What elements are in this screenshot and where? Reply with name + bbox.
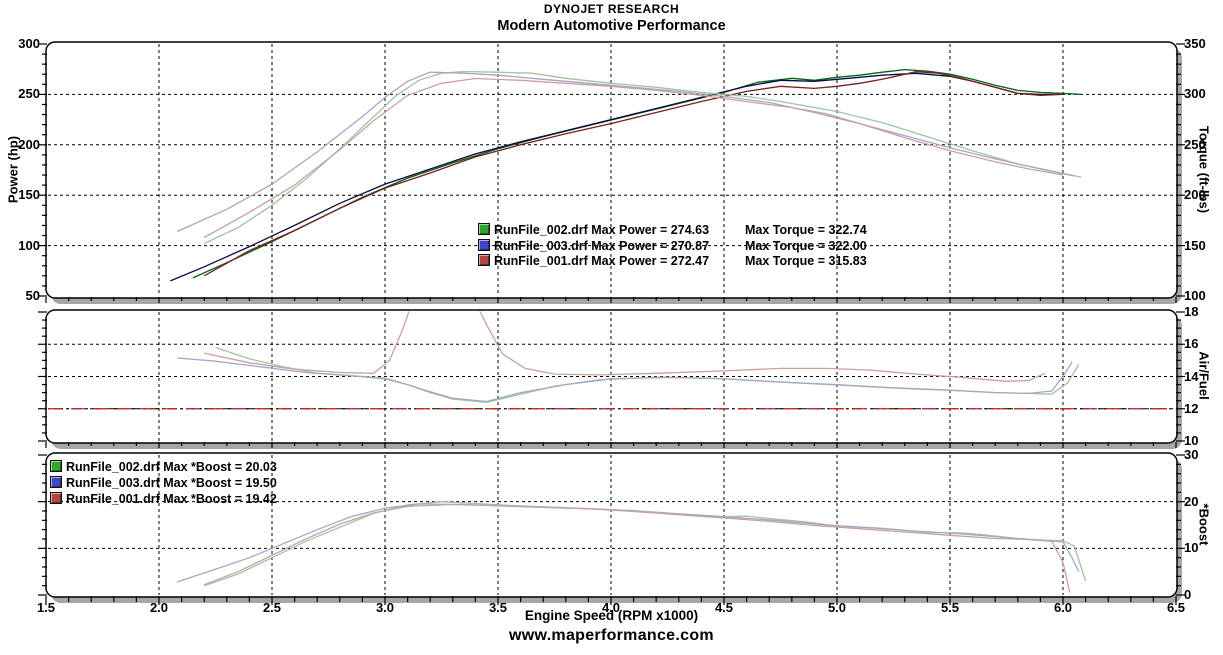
page-subtitle: Modern Automotive Performance — [497, 18, 726, 34]
series-runfile-001-torque — [203, 77, 1064, 239]
legend-boost-text: RunFile_002.drf Max *Boost = 20.03 — [66, 460, 277, 474]
legend-boost-text: RunFile_003.drf Max *Boost = 19.50 — [66, 476, 277, 490]
series-runfile-001-power — [203, 71, 1064, 277]
rpm-tick-label: 2.5 — [262, 600, 282, 615]
boost-tick-label: 0 — [1184, 587, 1192, 602]
rpm-tick-label: 2.0 — [149, 600, 169, 615]
rpm-tick-label: 3.5 — [488, 600, 508, 615]
footer-website: www.maperformance.com — [509, 627, 714, 644]
power-tick-label: 50 — [25, 288, 40, 303]
legend-torque-text: Max Torque = 322.00 — [745, 238, 867, 253]
runfile-002-swatch-icon — [50, 460, 62, 472]
torque-tick-label: 350 — [1184, 36, 1206, 51]
rpm-tick-label: 3.0 — [375, 600, 395, 615]
airfuel-tick-label: 18 — [1184, 304, 1199, 319]
legend-row-runfile-002: RunFile_002.drf Max *Boost = 20.03 — [50, 459, 277, 475]
airfuel-tick-label: 10 — [1184, 433, 1199, 448]
legend-torque-text: Max Torque = 315.83 — [745, 254, 867, 269]
series-runfile-002-torque — [203, 70, 1082, 245]
legend-row-runfile-001: RunFile_001.drf Max Power = 272.47 Max To… — [478, 254, 867, 270]
series-runfile-001-airfuel — [204, 311, 1046, 382]
torque-tick-label: 100 — [1184, 288, 1206, 303]
rpm-tick-label: 4.0 — [601, 600, 621, 615]
power-torque-legend: RunFile_002.drf Max Power = 274.63 Max To… — [478, 223, 867, 270]
runfile-003-swatch-icon — [478, 238, 490, 251]
power-tick-label: 150 — [18, 187, 40, 203]
power-tick-label: 250 — [18, 86, 40, 102]
series-runfile-001-boost — [203, 503, 1071, 593]
airfuel-axis-title: Air/Fuel — [1196, 351, 1212, 400]
runfile-001-swatch-icon — [478, 254, 490, 267]
series-runfile-003-torque — [176, 71, 1075, 233]
airfuel-tick-label: 12 — [1184, 400, 1199, 416]
page-title: DYNOJET RESEARCH — [543, 2, 680, 16]
legend-boost-text: RunFile_001.drf Max *Boost = 19.42 — [66, 492, 277, 506]
legend-row-runfile-003: RunFile_003.drf Max *Boost = 19.50 — [50, 475, 277, 491]
torque-tick-label: 200 — [1184, 187, 1206, 203]
rpm-tick-label: 6.5 — [1166, 600, 1186, 615]
torque-tick-label: 300 — [1184, 86, 1206, 102]
legend-torque-text: Max Torque = 322.74 — [745, 223, 867, 237]
boost-axis-title: *Boost — [1196, 503, 1212, 546]
legend-power-text: RunFile_003.drf Max Power = 270.87 — [494, 238, 710, 253]
power-tick-label: 200 — [18, 136, 40, 152]
rpm-tick-label: 4.5 — [714, 600, 734, 615]
torque-axis-title: Torque (ft-lbs) — [1196, 125, 1212, 214]
power-torque-panel — [38, 41, 1185, 304]
torque-tick-label: 150 — [1184, 237, 1206, 253]
rpm-tick-label: 6.0 — [1053, 600, 1073, 615]
legend-power-text: RunFile_002.drf Max Power = 274.63 — [494, 223, 710, 237]
runfile-001-swatch-icon — [50, 492, 62, 504]
power-tick-label: 100 — [18, 237, 40, 253]
boost-tick-label: 30 — [1184, 447, 1199, 462]
air-fuel-panel — [38, 309, 1185, 449]
legend-power-text: RunFile_001.drf Max Power = 272.47 — [494, 254, 710, 269]
airfuel-tick-label: 16 — [1184, 336, 1199, 352]
legend-row-runfile-003: RunFile_003.drf Max Power = 270.87 Max To… — [478, 238, 867, 255]
series-runfile-003-airfuel — [177, 357, 1073, 403]
rpm-tick-label: 1.5 — [36, 600, 56, 615]
x-axis-title: Engine Speed (RPM x1000) — [524, 608, 699, 623]
torque-tick-label: 250 — [1184, 136, 1206, 152]
airfuel-tick-label: 14 — [1184, 368, 1199, 384]
legend-row-runfile-001: RunFile_001.drf Max *Boost = 19.42 — [50, 491, 277, 507]
runfile-003-swatch-icon — [50, 476, 62, 488]
rpm-tick-label: 5.5 — [940, 600, 960, 615]
boost-panel — [38, 452, 1185, 605]
boost-legend: RunFile_002.drf Max *Boost = 20.03 RunFi… — [50, 459, 277, 507]
boost-tick-label: 20 — [1184, 493, 1199, 509]
power-tick-label: 300 — [18, 36, 40, 51]
boost-tick-label: 10 — [1184, 540, 1199, 556]
power-axis-title: Power (hp) — [5, 135, 21, 204]
legend-row-runfile-002: RunFile_002.drf Max Power = 274.63 Max To… — [478, 223, 867, 239]
runfile-002-swatch-icon — [478, 223, 490, 235]
rpm-tick-label: 5.0 — [827, 600, 847, 615]
